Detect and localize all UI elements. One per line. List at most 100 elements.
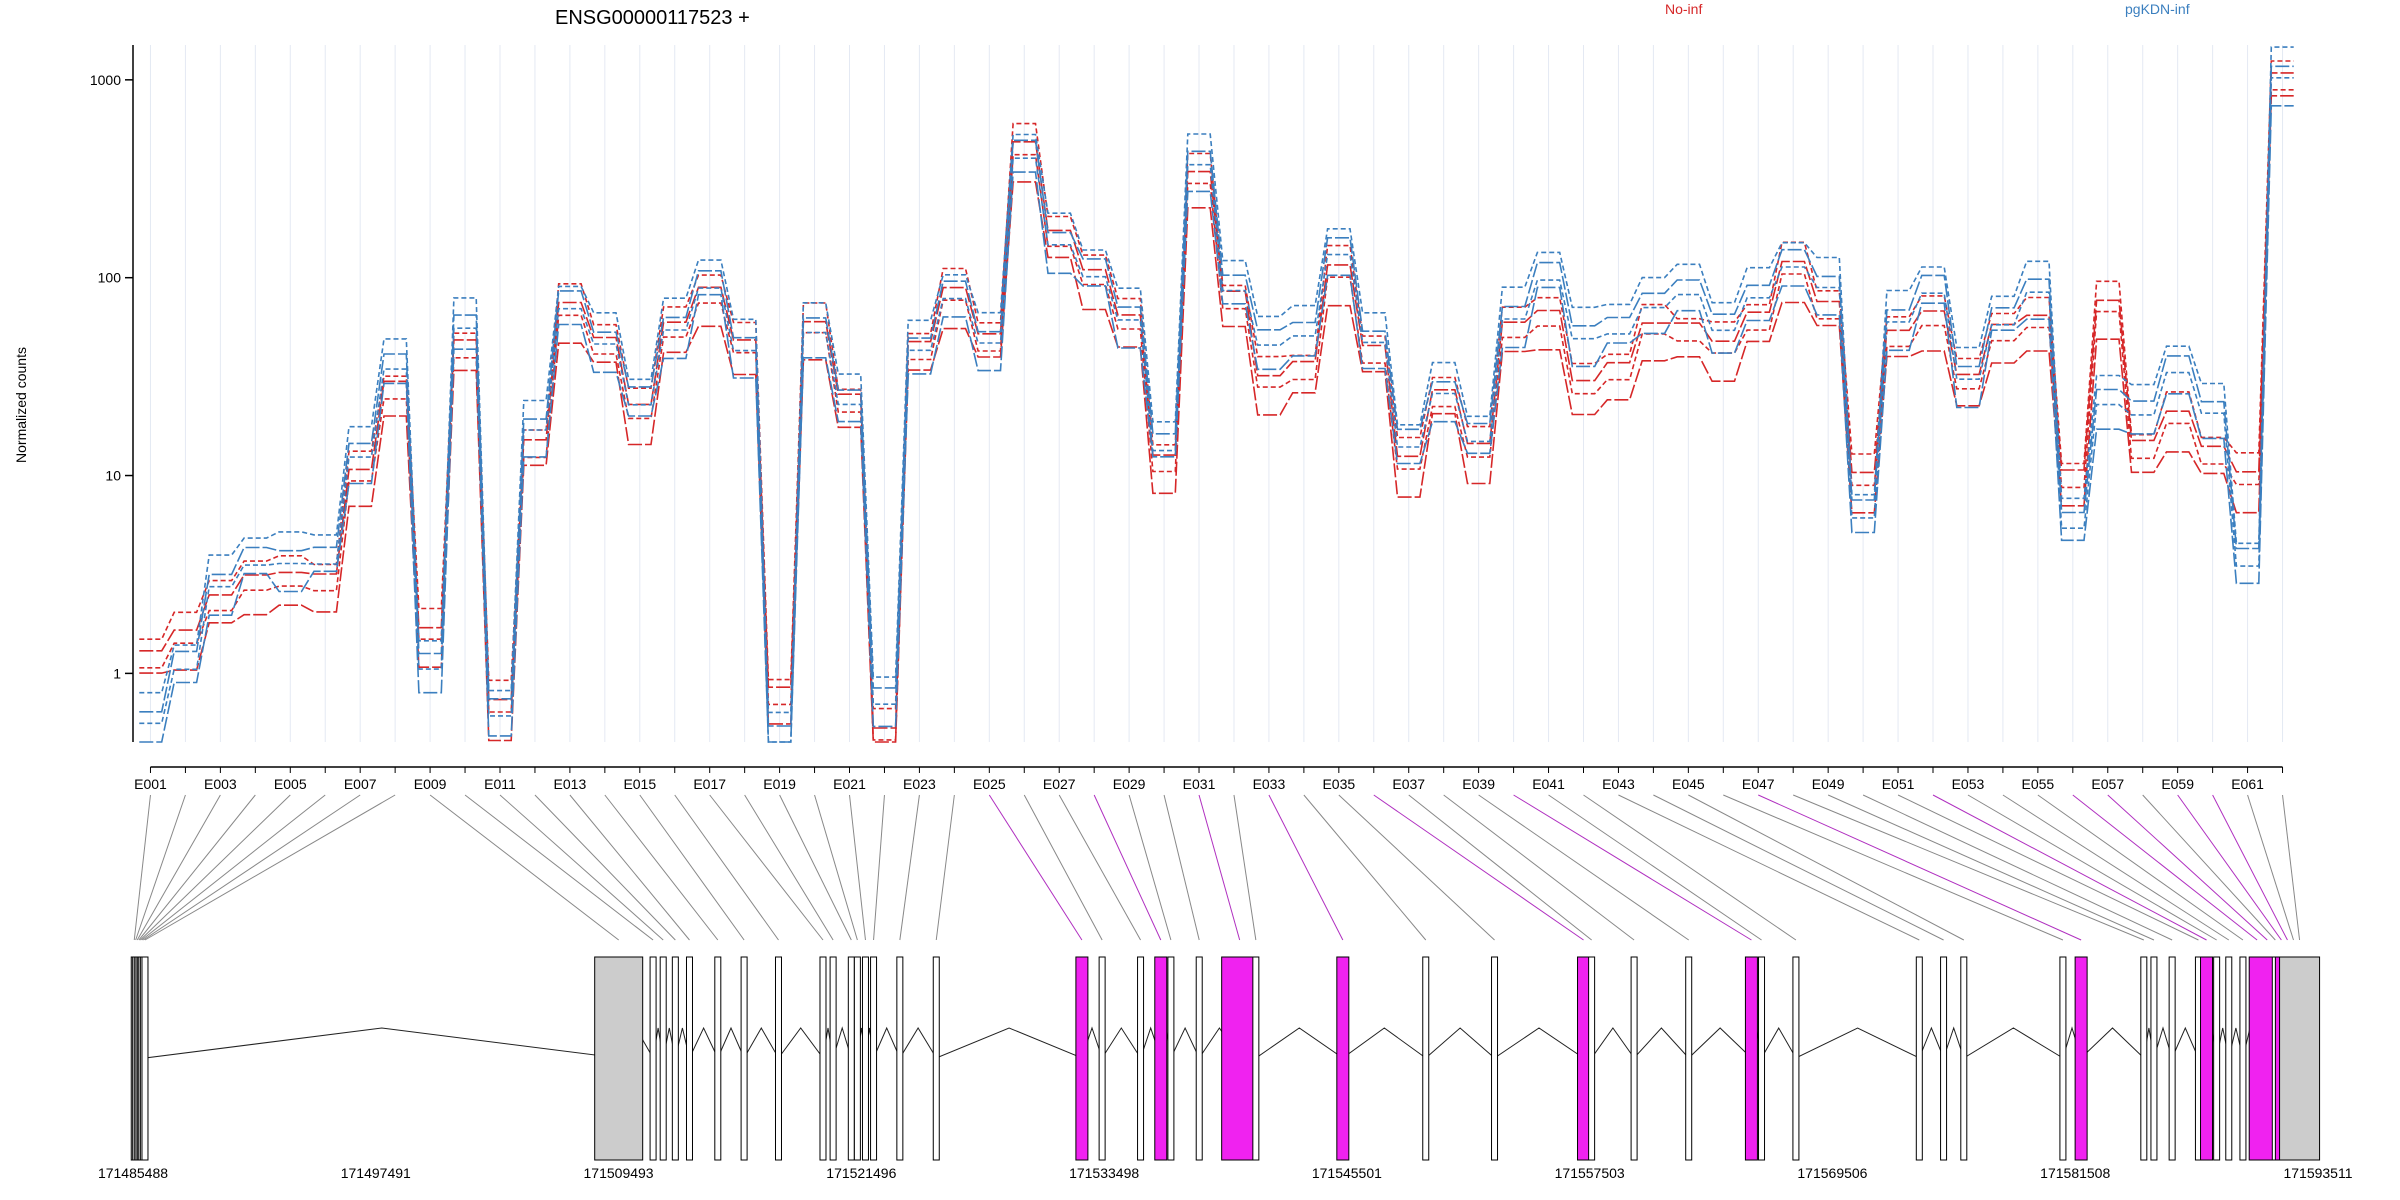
- exon-box-E009: [594, 956, 644, 1161]
- intron-line: [133, 1026, 2301, 1060]
- connector-E025: [988, 794, 1083, 941]
- connector-E048: [1793, 794, 2145, 941]
- connector-E034: [1303, 794, 1427, 941]
- connector-E022: [873, 794, 885, 941]
- connector-E056: [2072, 794, 2258, 941]
- exon-box-E019: [847, 956, 855, 1161]
- exon-box-E031: [1221, 956, 1259, 1161]
- genome-tick-label-6: 171557503: [1555, 1165, 1625, 1181]
- exon-box-E024: [932, 956, 940, 1161]
- gene-model: [130, 956, 2321, 1161]
- x-tick-label-E047: E047: [1742, 776, 1775, 792]
- y-tick-label-10: 10: [105, 468, 121, 484]
- connector-E004: [138, 794, 256, 941]
- exon-tick-labels: E001 E003 E005 E007 E009 E011 E013 E015 E017 E019…: [134, 767, 2284, 792]
- connector-E002: [135, 794, 186, 941]
- x-tick-label-E037: E037: [1392, 776, 1425, 792]
- exon-box-E033: [1336, 956, 1350, 1161]
- connector-E033: [1268, 794, 1344, 941]
- genomic-coordinate-labels: 171485488 171497491 171509493 171521496 1715…: [98, 1165, 2353, 1181]
- x-tick-label-E013: E013: [554, 776, 587, 792]
- connector-E015: [639, 794, 745, 941]
- exon-box-E015: [740, 956, 748, 1161]
- exon-box-E010: [649, 956, 657, 1161]
- x-tick-label-E053: E053: [1952, 776, 1985, 792]
- series-No-inf-rep1: [139, 95, 2294, 743]
- connector-E031: [1198, 794, 1241, 941]
- exon-box-E018: [829, 956, 837, 1161]
- x-tick-label-E043: E043: [1602, 776, 1635, 792]
- connector-E023: [899, 794, 920, 941]
- connector-E012: [534, 794, 676, 941]
- exon-box-E012: [671, 956, 679, 1161]
- x-tick-label-E015: E015: [623, 776, 656, 792]
- x-tick-label-E045: E045: [1672, 776, 1705, 792]
- connector-E007: [143, 794, 361, 941]
- exon-box-E045: [1960, 956, 1968, 1161]
- y-tick-label-1000: 1000: [90, 72, 121, 88]
- connector-E050: [1862, 794, 2173, 941]
- connector-E041: [1548, 794, 1762, 941]
- series-pgKDN-inf-rep3: [139, 65, 2294, 727]
- exon-box-E036: [1577, 956, 1591, 1161]
- exon-box-E022: [870, 956, 878, 1161]
- exon-box-E021: [861, 956, 869, 1161]
- connector-E058: [2142, 794, 2276, 941]
- connector-E020: [814, 794, 858, 941]
- genome-tick-label-9: 171593511: [2283, 1165, 2352, 1181]
- genome-tick-label-7: 171569506: [1797, 1165, 1867, 1181]
- connector-E062: [2282, 794, 2301, 941]
- connector-E008: [144, 794, 396, 941]
- exon-box-E038: [1630, 956, 1638, 1161]
- series-pgKDN-inf-rep2: [139, 77, 2294, 743]
- connector-E027: [1058, 794, 1141, 941]
- connector-E060: [2212, 794, 2288, 941]
- exon-box-E041: [1758, 956, 1766, 1161]
- connector-E044: [1653, 794, 1944, 941]
- exon-box-E047: [2074, 956, 2088, 1161]
- exon-box-E052: [2200, 956, 2214, 1161]
- connector-E036: [1373, 794, 1584, 941]
- exon-box-E034: [1422, 956, 1430, 1161]
- x-tick-label-E027: E027: [1043, 776, 1076, 792]
- series-lines: [139, 46, 2294, 743]
- series-pgKDN-inf-rep1: [139, 105, 2294, 743]
- genome-tick-label-2: 171509493: [584, 1165, 654, 1181]
- series-No-inf-rep2: [139, 89, 2294, 741]
- connector-E035: [1338, 794, 1495, 941]
- series-No-inf-rep3: [139, 72, 2294, 729]
- connector-E017: [709, 794, 824, 941]
- connector-E037: [1408, 794, 1592, 941]
- exon-box-E039: [1685, 956, 1693, 1161]
- x-tick-label-E039: E039: [1462, 776, 1495, 792]
- connector-E026: [1023, 794, 1103, 941]
- exon-box-E055: [2239, 956, 2247, 1161]
- axes: 1 10 100 1000: [90, 45, 2283, 768]
- exon-box-E013: [685, 956, 693, 1161]
- legend-entry-pgkdn-inf: pgKDN-inf: [2125, 1, 2190, 17]
- genome-tick-label-5: 171545501: [1312, 1165, 1382, 1181]
- series-pgKDN-inf-rep4: [139, 46, 2294, 714]
- connector-E057: [2107, 794, 2268, 941]
- x-tick-label-E021: E021: [833, 776, 866, 792]
- genome-tick-label-3: 171521496: [826, 1165, 896, 1181]
- x-tick-label-E057: E057: [2091, 776, 2124, 792]
- connector-E040: [1513, 794, 1752, 941]
- exon-box-E035: [1491, 956, 1499, 1161]
- x-tick-label-E009: E009: [414, 776, 447, 792]
- x-tick-label-E031: E031: [1183, 776, 1216, 792]
- connector-E046: [1723, 794, 2064, 941]
- exon-box-E042: [1792, 956, 1800, 1161]
- connector-E052: [1932, 794, 2207, 941]
- connector-E054: [2002, 794, 2230, 941]
- chart-title: ENSG00000117523 +: [555, 7, 750, 29]
- exon-box-E016: [774, 956, 782, 1161]
- connector-E019: [779, 794, 852, 941]
- genome-tick-label-4: 171533498: [1069, 1165, 1139, 1181]
- exon-box-E008: [141, 956, 149, 1161]
- exon-box-E054: [2225, 956, 2233, 1161]
- exon-box-E014: [714, 956, 722, 1161]
- connector-E005: [139, 794, 291, 941]
- x-tick-label-E005: E005: [274, 776, 307, 792]
- exon-box-E049: [2150, 956, 2158, 1161]
